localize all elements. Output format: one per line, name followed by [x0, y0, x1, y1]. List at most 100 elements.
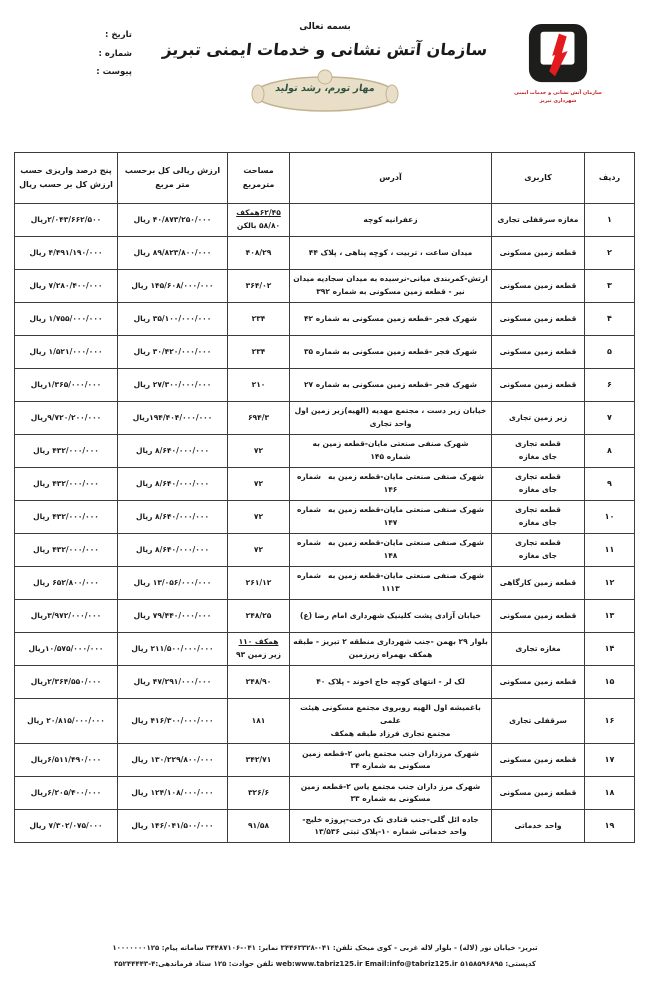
cell-address: لک لر - انتهای کوچه حاج اخوند - پلاک ۴۰ — [289, 665, 492, 699]
column-header: ردیف — [584, 152, 635, 204]
cell-value: ۱۴۵/۶۰۸/۰۰۰/۰۰۰ ریال — [117, 269, 228, 303]
cell-deposit: ۶۵۲/۸۰۰/۰۰۰ ریال — [14, 566, 118, 600]
cell-area: ۱۸۱ — [227, 697, 290, 745]
cell-address: شهرک صنفی صنعتی مایان-قطعه زمین به شماره ۱… — [289, 533, 492, 567]
cell-usage: قطعه زمین مسکونی — [491, 236, 585, 270]
cell-deposit: ۴/۴۹۱/۱۹۰/۰۰۰ ریال — [14, 236, 118, 270]
cell-value: ۳۵/۱۰۰/۰۰۰/۰۰۰ ریال — [117, 302, 228, 336]
number-label: شماره : — [98, 48, 132, 59]
cell-area: ۲۴۸/۲۵ — [227, 599, 290, 633]
logo-caption-line1: سازمان آتش نشانی و خدمات ایمنی — [514, 90, 602, 96]
year-slogan-text: مهار تورم، رشد تولید — [274, 83, 376, 94]
cell-area: ۷۲ — [227, 500, 290, 534]
table-row: ۱۷ قطعه زمین مسکونی شهرک مرزداران جنب مجتم… — [14, 743, 635, 778]
listings-table-wrap: ردیف کاربری آدرس مساحت مترمربع ارزش ریالی کل… — [14, 152, 635, 844]
cell-value: ۴۱۶/۳۰۰/۰۰۰/۰۰۰ ریال — [117, 697, 228, 745]
column-header: کاربری — [491, 152, 585, 204]
table-row: ۱۸ قطعه زمین مسکونی شهرک مرز داران جنب مجت… — [14, 776, 635, 811]
attachment-label: پیوست : — [96, 67, 132, 78]
cell-deposit: ۶/۵۱۱/۴۹۰/۰۰۰ریال — [14, 743, 118, 778]
table-row: ۲ قطعه زمین مسکونی میدان ساعت ، تربیت ، کو… — [14, 236, 635, 270]
cell-value: ۳۰/۴۲۰/۰۰۰/۰۰۰ ریال — [117, 335, 228, 369]
cell-address: بلوار ۲۹ بهمن -جنب شهرداری منطقه ۲ تبریز… — [289, 632, 492, 666]
cell-usage: قطعه تجاری جای مغازه — [491, 533, 585, 567]
cell-usage: مغازه سرقفلی تجاری — [491, 203, 585, 237]
logo-caption-line2: شهرداری تبریز — [539, 97, 577, 104]
cell-usage: قطعه زمین مسکونی — [491, 302, 585, 336]
cell-address: ارتش-کمربندی میانی-نرسیده به میدان سجادی… — [289, 269, 492, 303]
cell-value: ۱۳/۰۵۶/۰۰۰/۰۰۰ ریال — [117, 566, 228, 600]
cell-value: ۸۹/۸۲۳/۸۰۰/۰۰۰ ریال — [117, 236, 228, 270]
cell-row-number: ۸ — [584, 434, 635, 468]
cell-deposit: ۴۳۲/۰۰۰/۰۰۰ ریال — [14, 500, 118, 534]
table-row: ۱۹ واحد خدماتی جاده ائل گلی-جنب قنادی تک د… — [14, 809, 635, 844]
cell-usage: زیر زمین تجاری — [491, 401, 585, 435]
cell-value: ۴۷/۲۹۱/۰۰۰/۰۰۰ ریال — [117, 665, 228, 699]
cell-address: شهرک صنفی صنعتی مایان-قطعه زمین به شماره … — [289, 434, 492, 468]
cell-value: ۸/۶۴۰/۰۰۰/۰۰۰ ریال — [117, 434, 228, 468]
cell-row-number: ۵ — [584, 335, 635, 369]
cell-row-number: ۱۸ — [584, 776, 635, 811]
cell-value: ۷۹/۴۴۰/۰۰۰/۰۰۰ ریال — [117, 599, 228, 633]
footer-contact-line: کدپستی: ۵۱۵۸۵۹۶۸۹۵ web:www.tabriz125.ir … — [114, 959, 536, 968]
cell-deposit: ۶/۲۰۵/۴۰۰/۰۰۰ریال — [14, 776, 118, 811]
cell-deposit: ۴۳۲/۰۰۰/۰۰۰ ریال — [14, 533, 118, 567]
cell-value: ۲۱۱/۵۰۰/۰۰۰/۰۰۰ ریال — [117, 632, 228, 666]
cell-row-number: ۱۹ — [584, 809, 635, 844]
cell-value: ۱۳۰/۲۲۹/۸۰۰/۰۰۰ ریال — [117, 743, 228, 778]
cell-address: شهرک فجر -قطعه زمین مسکونی به شماره ۳۵ — [289, 335, 492, 369]
column-header: ارزش ریالی کل برحسب متر مربع — [117, 152, 228, 204]
org-logo-block: سازمان آتش نشانی و خدمات ایمنی شهرداری ت… — [512, 22, 604, 105]
cell-area: ۳۴۲/۷۱ — [227, 743, 290, 778]
cell-address: خیابان زیر دست ، مجتمع مهدیه (الهیه)زیر … — [289, 401, 492, 435]
date-label: تاریخ : — [105, 30, 132, 40]
cell-address: خیابان آزادی پشت کلینیک شهرداری امام رضا… — [289, 599, 492, 633]
cell-row-number: ۱۱ — [584, 533, 635, 567]
table-row: ۶ قطعه زمین مسکونی شهرک فجر -قطعه زمین مسک… — [14, 368, 635, 402]
cell-address: شهرک صنفی صنعتی مایان-قطعه زمین به شماره ۱… — [289, 566, 492, 600]
fire-department-logo-icon — [528, 23, 588, 83]
cell-deposit: ۱/۷۵۵/۰۰۰/۰۰۰ ریال — [14, 302, 118, 336]
cell-usage: مغازه تجاری — [491, 632, 585, 666]
cell-area: ۲۴۸/۹۰ — [227, 665, 290, 699]
cell-row-number: ۱۵ — [584, 665, 635, 699]
cell-row-number: ۳ — [584, 269, 635, 303]
cell-area: ۲۳۴ — [227, 335, 290, 369]
cell-row-number: ۱ — [584, 203, 635, 237]
cell-address: شهرک مرز داران جنب مجتمع یاس ۲-قطعه زمین… — [289, 776, 492, 811]
cell-row-number: ۹ — [584, 467, 635, 501]
column-header: پنج درصد واریزی حسب ارزش کل بر حسب ریال — [14, 152, 118, 204]
cell-deposit: ۱۰/۵۷۵/۰۰۰/۰۰۰ریال — [14, 632, 118, 666]
cell-usage: قطعه تجاری جای مغازه — [491, 500, 585, 534]
cell-deposit: ۴۳۲/۰۰۰/۰۰۰ ریال — [14, 434, 118, 468]
cell-address: زعفرانیه کوچه — [289, 203, 492, 237]
letter-footer: تبریز- خیابان نور (لاله) - بلوار لاله غر… — [20, 941, 630, 972]
org-title: سازمان آتش نشانی و خدمات ایمنی تبریز — [161, 40, 489, 59]
cell-usage: قطعه زمین مسکونی — [491, 368, 585, 402]
cell-row-number: ۱۲ — [584, 566, 635, 600]
cell-area: ۲۶۱/۱۲ — [227, 566, 290, 600]
bismillah-text: بسمه تعالی — [299, 22, 351, 32]
cell-value: ۸/۶۴۰/۰۰۰/۰۰۰ ریال — [117, 467, 228, 501]
cell-area: ۶۲/۴۵همکف ۵۸/۸۰ بالکن — [227, 203, 290, 237]
listings-table: ردیف کاربری آدرس مساحت مترمربع ارزش ریالی کل… — [14, 152, 635, 844]
cell-area: ۷۲ — [227, 467, 290, 501]
cell-address: شهرک صنفی صنعتی مایان-قطعه زمین به شماره ۱… — [289, 500, 492, 534]
cell-address: شهرک مرزداران جنب مجتمع یاس ۲-قطعه زمین م… — [289, 743, 492, 778]
cell-area: ۷۲ — [227, 533, 290, 567]
cell-area: ۷۲ — [227, 434, 290, 468]
cell-value: ۲۷/۳۰۰/۰۰۰/۰۰۰ ریال — [117, 368, 228, 402]
cell-row-number: ۱۳ — [584, 599, 635, 633]
cell-row-number: ۷ — [584, 401, 635, 435]
cell-usage: قطعه زمین مسکونی — [491, 599, 585, 633]
cell-value: ۱۲۴/۱۰۸/۰۰۰/۰۰۰ ریال — [117, 776, 228, 811]
table-row: ۳ قطعه زمین مسکونی ارتش-کمربندی میانی-نرسی… — [14, 269, 635, 303]
table-row: ۱۴ مغازه تجاری بلوار ۲۹ بهمن -جنب شهرداری … — [14, 632, 635, 666]
seal-cartouche-icon — [251, 69, 399, 112]
cell-area: ۶۹۴/۳ — [227, 401, 290, 435]
table-row: ۱۲ قطعه زمین کارگاهی شهرک صنفی صنعتی مایان… — [14, 566, 635, 600]
cell-area: همکف ۱۱۰ زیر زمین ۹۳ — [227, 632, 290, 666]
cell-usage: قطعه زمین کارگاهی — [491, 566, 585, 600]
cell-usage: قطعه تجاری جای مغازه — [491, 434, 585, 468]
